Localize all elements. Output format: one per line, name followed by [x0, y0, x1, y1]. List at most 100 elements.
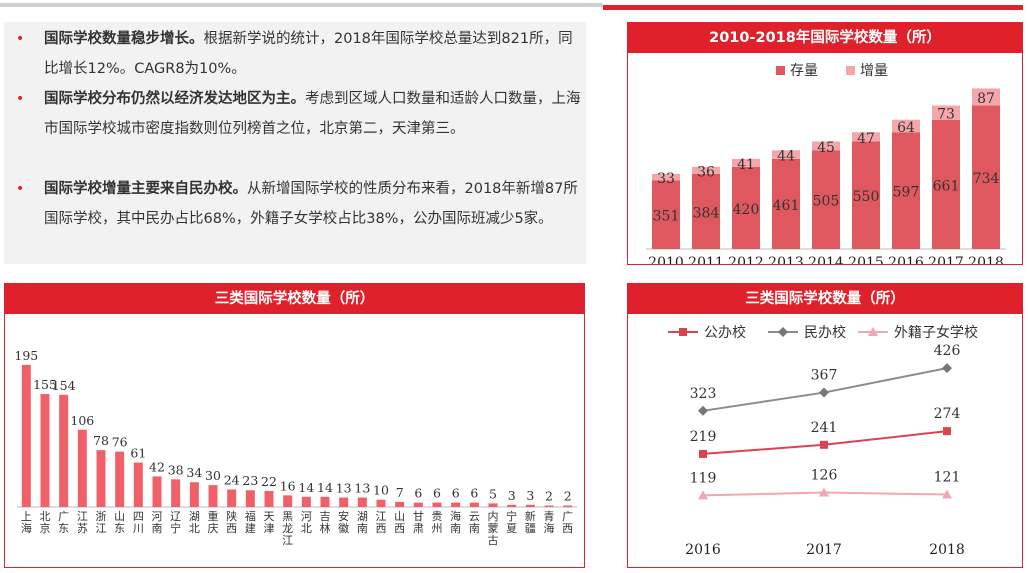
x-tick-label: 广西	[562, 510, 573, 535]
data-label-宁夏: 3	[508, 488, 516, 503]
x-tick-label: 上海	[21, 510, 32, 535]
data-label-外籍子女学校-2017: 126	[811, 467, 838, 483]
summary-point-3-text: 从新增国际学校的性质分布来看，2018年新增87所国际学校，其中民办占比68%，…	[44, 181, 578, 227]
data-label-民办校-2018: 426	[934, 343, 961, 359]
x-tick-label: 2018	[968, 255, 1004, 264]
data-label-福建: 23	[242, 473, 258, 488]
data-label-增量-2018: 87	[977, 91, 995, 107]
bar-存量-2017	[932, 119, 960, 249]
point-公办校-2016	[699, 449, 707, 458]
x-tick-label: 吉林	[320, 510, 331, 535]
legend-label-民办校: 民办校	[804, 324, 846, 341]
bar-湖北	[189, 482, 199, 507]
summary-point-2: 国际学校分布仍然以经济发达地区为主。考虑到区域人口数量和适龄人口数量，上海市国际…	[44, 84, 584, 144]
x-tick-label: 宁夏	[506, 509, 517, 535]
bar-浙江	[96, 450, 106, 507]
stacked-bar-panel: 2010-2018年国际学校数量（所） 存量 增量 351 33 2010 384 36 20…	[627, 22, 1023, 265]
bar-存量-2013	[772, 158, 800, 249]
summary-point-3: 国际学校增量主要来自民办校。从新增国际学校的性质分布来看，2018年新增87所国…	[44, 174, 584, 234]
x-tick-label: 江西	[376, 510, 387, 535]
x-tick-label: 2016	[888, 255, 924, 264]
data-label-安徽: 13	[336, 481, 352, 496]
legend-marker-公办校	[679, 328, 687, 336]
x-tick-label: 北京	[40, 510, 51, 535]
x-tick-label: 2017	[928, 255, 964, 264]
bar-甘肃	[413, 502, 423, 507]
data-label-辽宁: 38	[168, 462, 184, 477]
bar-内蒙古	[488, 503, 498, 507]
bar-存量-2014	[812, 150, 840, 249]
x-tick-label: 2010	[648, 255, 684, 264]
data-label-存量-2017: 661	[933, 178, 960, 194]
bar-增量-2016	[892, 119, 920, 133]
point-外籍子女学校-2017	[819, 487, 829, 497]
summary-point-1-heading: 国际学校数量稳步增长。	[44, 31, 204, 47]
x-tick-label: 2011	[688, 255, 724, 264]
x-tick-label: 河南	[152, 510, 163, 535]
x-tick-label: 2018	[929, 542, 965, 558]
x-tick-label: 湖北	[189, 510, 200, 535]
line-chart-panel: 三类国际学校数量（所） 公办校 民办校 外籍子女学校 219 241 274 323 367 4…	[627, 283, 1023, 568]
legend-label-存量: 存量	[790, 63, 818, 79]
bar-增量-2012	[732, 158, 760, 167]
data-label-天津: 22	[261, 474, 277, 489]
legend-label-外籍子女学校: 外籍子女学校	[894, 324, 978, 341]
data-label-存量-2014: 505	[813, 194, 840, 210]
data-label-四川: 61	[130, 446, 146, 461]
bar-湖南	[357, 497, 367, 507]
province-bar-panel: 三类国际学校数量（所） 195 上海 155 北京 154 广东 106 江苏 78 浙江 76 山东…	[4, 283, 585, 568]
summary-point-1-text: 根据新学说的统计，2018年国际学校总量达到821所，同比增长12%。CAGR8…	[44, 31, 573, 77]
x-tick-label: 新疆	[525, 509, 536, 535]
data-label-增量-2017: 73	[937, 107, 955, 123]
x-tick-label: 2014	[808, 255, 844, 264]
bar-山东	[115, 451, 125, 507]
bar-存量-2015	[852, 141, 880, 249]
bar-广东	[59, 394, 69, 507]
bar-存量-2012	[732, 166, 760, 249]
data-label-云南: 6	[470, 486, 478, 501]
summary-point-2-heading: 国际学校分布仍然以经济发达地区为主。	[44, 91, 305, 107]
legend-label-公办校: 公办校	[704, 324, 746, 341]
data-label-存量-2012: 420	[733, 202, 760, 218]
province-bar-title: 三类国际学校数量（所）	[5, 284, 584, 314]
data-label-甘肃: 6	[414, 486, 422, 501]
data-label-外籍子女学校-2016: 119	[690, 470, 717, 486]
point-民办校-2017	[819, 387, 829, 398]
bar-天津	[264, 490, 274, 507]
x-tick-label: 内蒙古	[488, 509, 499, 547]
bar-河南	[152, 476, 162, 507]
data-label-广东: 154	[52, 378, 76, 393]
data-label-江苏: 106	[70, 413, 94, 428]
data-label-陕西: 24	[224, 473, 240, 488]
data-label-公办校-2016: 219	[690, 429, 717, 445]
bar-山西	[395, 501, 405, 507]
x-tick-label: 青海	[544, 510, 555, 535]
data-label-新疆: 3	[526, 488, 534, 503]
bar-黑龙江	[283, 495, 293, 507]
x-tick-label: 贵州	[432, 510, 443, 535]
data-label-广西: 2	[564, 489, 572, 504]
bullet-icon: •	[16, 181, 25, 197]
x-tick-label: 黑龙江	[282, 510, 293, 547]
data-label-河北: 14	[298, 480, 314, 495]
x-tick-label: 安徽	[338, 509, 349, 535]
data-label-存量-2013: 461	[773, 198, 800, 214]
bar-北京	[40, 394, 50, 507]
bar-增量-2014	[812, 141, 840, 151]
data-label-浙江: 78	[93, 433, 109, 448]
data-label-增量-2012: 41	[737, 157, 755, 173]
bar-陕西	[227, 489, 237, 507]
bar-吉林	[320, 496, 330, 507]
point-外籍子女学校-2016	[698, 490, 708, 500]
data-label-存量-2015: 550	[853, 189, 880, 205]
bar-存量-2018	[972, 105, 1000, 249]
bar-河北	[301, 496, 311, 507]
data-label-吉林: 14	[317, 480, 333, 495]
legend-swatch-存量	[776, 66, 785, 75]
bar-增量-2017	[932, 105, 960, 120]
x-tick-label: 甘肃	[413, 510, 424, 535]
point-外籍子女学校-2018	[942, 489, 952, 499]
x-tick-label: 重庆	[208, 509, 219, 535]
data-label-增量-2011: 36	[697, 164, 715, 180]
data-label-江西: 10	[373, 483, 389, 498]
